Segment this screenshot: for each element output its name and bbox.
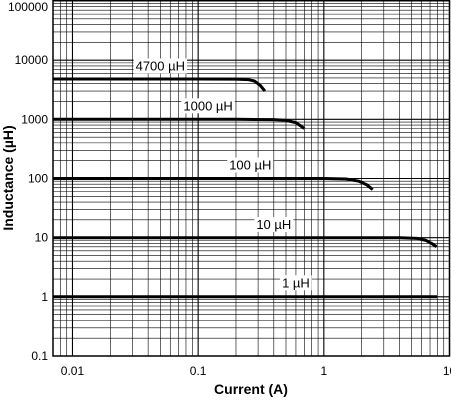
y-tick-label: 10000 <box>15 53 49 67</box>
x-tick-labels: 0.01 0.1 1 10 <box>61 364 451 378</box>
y-tick-label: 1000 <box>21 112 48 126</box>
x-axis-title: Current (A) <box>214 381 288 397</box>
series-line <box>53 177 374 191</box>
x-tick-label: 0.1 <box>190 364 207 378</box>
series-labels: 4700 µH 1000 µH 100 µH 10 µH 1 µH <box>133 58 312 291</box>
series-label: 4700 µH <box>136 58 185 73</box>
y-tick-label: 100 <box>28 172 48 186</box>
y-tick-label: 0.1 <box>31 349 48 363</box>
y-tick-labels: 0.1 1 10 100 1000 10000 100000 <box>8 0 48 363</box>
series-line <box>53 77 267 93</box>
y-tick-label: 100000 <box>8 0 48 14</box>
series-label-background <box>227 157 274 173</box>
y-tick-label: 1 <box>41 290 48 304</box>
x-tick-label: 10 <box>443 364 451 378</box>
series-line <box>53 236 438 249</box>
series-label: 1 µH <box>282 275 310 290</box>
series-label: 1000 µH <box>183 98 232 113</box>
series-line <box>53 117 306 130</box>
series-label-background <box>254 217 294 233</box>
series-label-background <box>181 98 235 114</box>
series-label-background <box>133 58 188 74</box>
x-tick-label: 0.01 <box>61 364 85 378</box>
y-tick-label: 10 <box>35 231 49 245</box>
y-axis-title: Inductance (µH) <box>0 125 16 230</box>
series-label-background <box>280 275 312 291</box>
x-tick-label: 1 <box>320 364 327 378</box>
series-label: 10 µH <box>256 217 291 232</box>
series-lines <box>53 77 438 299</box>
series-label: 100 µH <box>229 157 271 172</box>
